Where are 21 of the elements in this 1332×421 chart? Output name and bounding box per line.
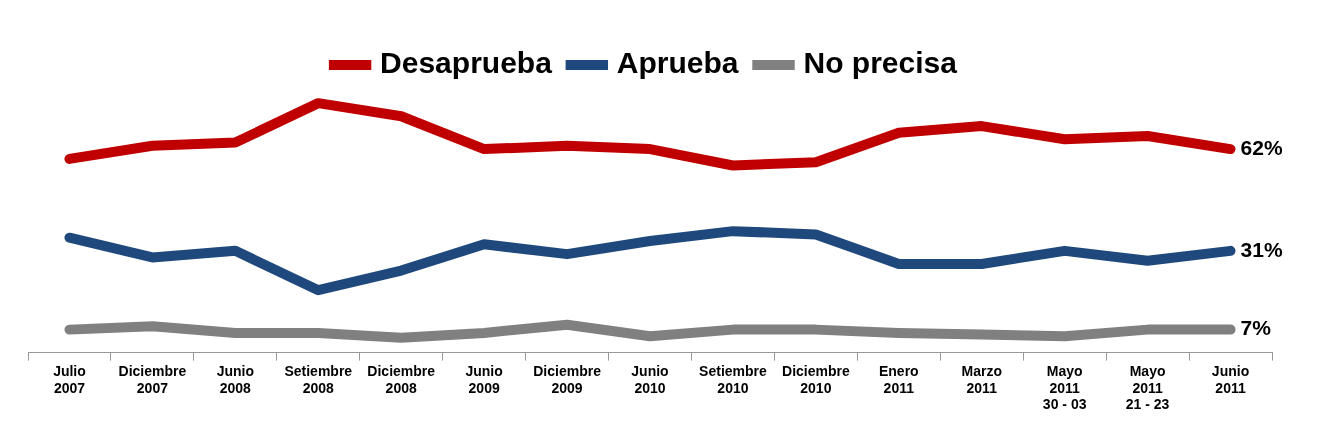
x-tick-label: Diciembre 2010	[782, 362, 850, 396]
x-tick-label: Mayo 2011 21 - 23	[1125, 362, 1170, 413]
x-tick-label: Junio 2010	[631, 362, 669, 396]
x-tick-label: Diciembre 2009	[533, 362, 602, 396]
x-tick-label: Diciembre 2007	[118, 362, 187, 396]
x-tick-label: Junio 2009	[465, 362, 503, 396]
legend-label: Aprueba	[616, 46, 739, 80]
data-label: 31%	[1240, 237, 1283, 261]
x-tick-label: Junio 2011	[1211, 362, 1250, 396]
x-tick-label: Setiembre 2010	[699, 362, 767, 396]
x-tick-label: Enero 2011	[878, 362, 919, 396]
x-tick-label: Marzo 2011	[961, 362, 1002, 396]
x-tick-label: Diciembre 2008	[367, 362, 436, 396]
x-tick-label: Junio 2008	[216, 362, 255, 396]
data-label: 62%	[1240, 135, 1283, 159]
legend-label: No precisa	[803, 46, 958, 80]
x-tick-label: Setiembre 2008	[284, 362, 353, 396]
data-label: 7%	[1240, 316, 1272, 340]
x-tick-label: Mayo 2011 30 - 03	[1042, 362, 1087, 413]
x-tick-label: Julio 2007	[53, 362, 86, 396]
legend-label: Desaprueba	[380, 46, 553, 80]
